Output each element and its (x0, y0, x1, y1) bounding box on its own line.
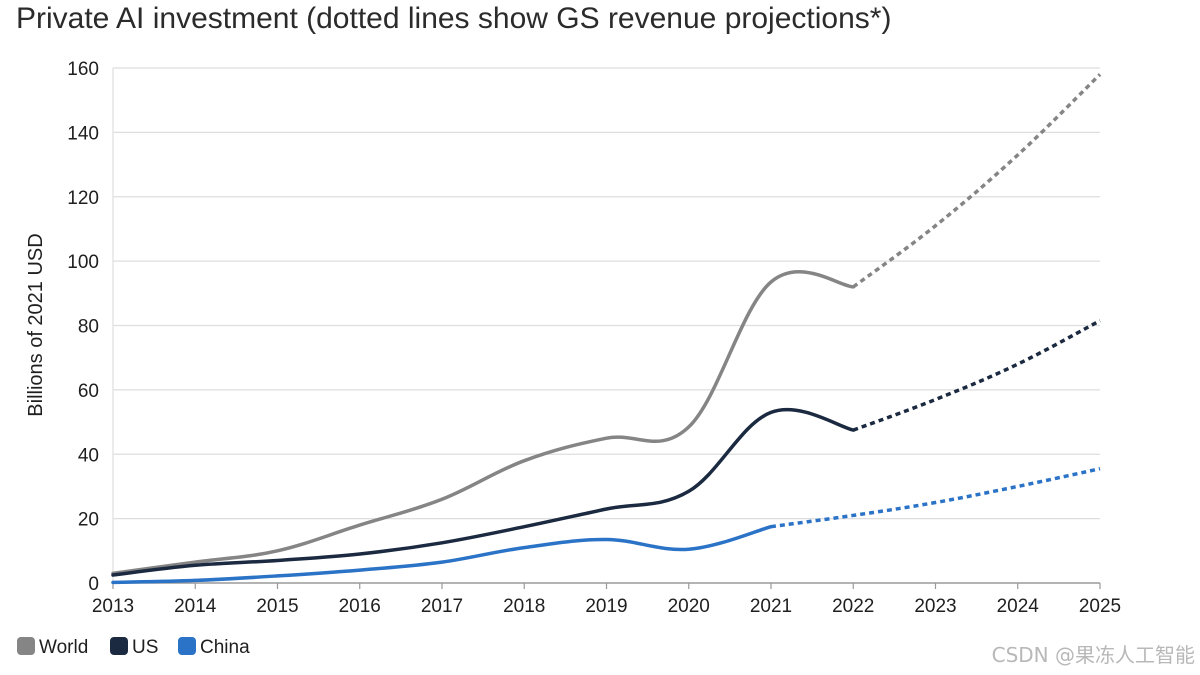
y-axis-ticks: 0 20 40 60 80 100 120 140 160 (67, 59, 99, 595)
x-tick-label: 2015 (256, 596, 298, 617)
legend-label-china: China (200, 637, 250, 658)
y-tick-label: 60 (78, 381, 99, 402)
x-tick-label: 2020 (668, 596, 710, 617)
x-tick-label: 2025 (1079, 596, 1121, 617)
x-tick-label: 2017 (421, 596, 463, 617)
series-line-us-projected (852, 319, 1101, 432)
y-tick-label: 20 (78, 510, 99, 531)
x-tick-label: 2013 (92, 596, 134, 617)
gridlines (112, 67, 1100, 584)
y-tick-label: 80 (78, 317, 99, 338)
y-axis-label: Billions of 2021 USD (25, 233, 47, 416)
watermark-text: CSDN @果冻人工智能 (992, 643, 1195, 667)
y-tick-label: 100 (67, 252, 99, 273)
legend-label-world: World (39, 637, 88, 658)
series-line-us (111, 407, 856, 577)
y-tick-label: 160 (67, 59, 99, 80)
legend-swatch-world (17, 637, 35, 655)
legend-swatch-us (110, 637, 128, 655)
legend-swatch-china (178, 637, 196, 655)
series-line-world (111, 270, 856, 576)
series-line-china-projected (770, 466, 1101, 529)
series-lines (111, 73, 1102, 585)
x-tick-label: 2023 (914, 596, 956, 617)
x-tick-label: 2024 (997, 596, 1040, 617)
x-tick-label: 2014 (174, 596, 217, 617)
series-line-china (111, 524, 773, 585)
y-tick-label: 0 (88, 574, 99, 595)
y-tick-label: 140 (67, 123, 99, 144)
x-tick-label: 2016 (339, 596, 381, 617)
x-tick-label: 2019 (585, 596, 627, 617)
series-line-world-projected (852, 73, 1102, 289)
x-axis-ticks: 2013 2014 2015 2016 2017 2018 2019 2020 2021 2022… (92, 583, 1121, 617)
x-tick-label: 2022 (832, 596, 874, 617)
legend-label-us: US (132, 637, 158, 658)
x-tick-label: 2018 (503, 596, 545, 617)
legend: World US China (17, 637, 250, 658)
y-tick-label: 40 (78, 445, 99, 466)
x-tick-label: 2021 (750, 596, 792, 617)
chart-title: Private AI investment (dotted lines show… (16, 2, 892, 35)
y-tick-label: 120 (67, 188, 99, 209)
